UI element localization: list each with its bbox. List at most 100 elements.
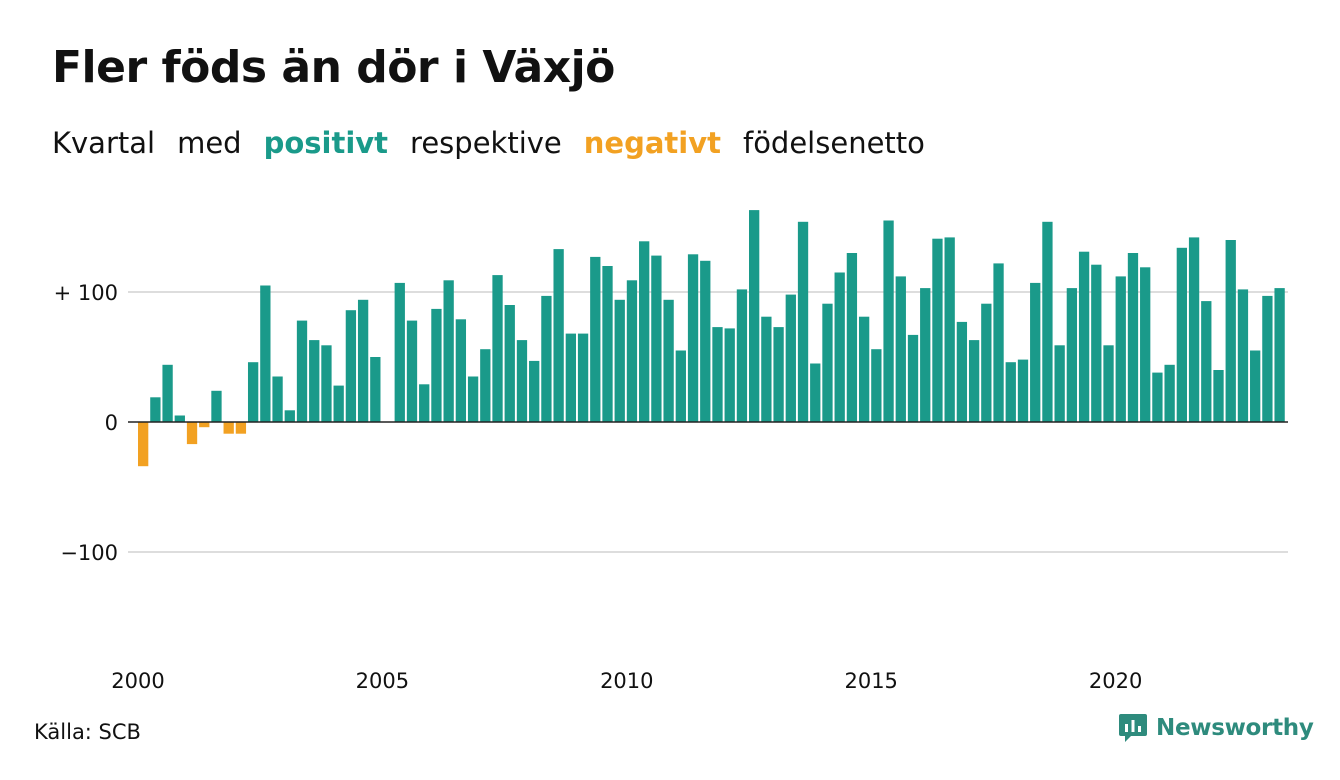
bar bbox=[639, 241, 650, 422]
bar bbox=[1115, 276, 1126, 422]
bar bbox=[309, 340, 320, 422]
bar bbox=[1042, 221, 1053, 422]
bar bbox=[504, 305, 515, 422]
chart-title: Fler föds än dör i Växjö bbox=[52, 42, 615, 93]
bar bbox=[516, 340, 528, 422]
bar bbox=[993, 263, 1004, 422]
bar bbox=[834, 272, 845, 422]
bar bbox=[1140, 267, 1151, 422]
bar bbox=[577, 333, 589, 422]
bar bbox=[761, 316, 772, 422]
bar bbox=[1005, 362, 1016, 422]
bar bbox=[1127, 253, 1139, 422]
bar bbox=[651, 255, 662, 422]
bar bbox=[284, 410, 295, 422]
bar bbox=[480, 349, 491, 422]
bar bbox=[321, 345, 332, 422]
bar bbox=[492, 275, 503, 422]
bar bbox=[920, 288, 931, 422]
bar bbox=[626, 280, 638, 422]
bar bbox=[199, 422, 210, 428]
bar bbox=[846, 253, 858, 422]
bar bbox=[162, 364, 173, 422]
bar bbox=[406, 320, 418, 422]
y-tick-label: −100 bbox=[60, 541, 118, 565]
bar bbox=[1188, 237, 1200, 422]
bar bbox=[675, 350, 686, 422]
bar bbox=[1017, 359, 1029, 422]
bar bbox=[443, 280, 454, 422]
bar bbox=[223, 422, 234, 434]
bar bbox=[981, 303, 992, 422]
y-tick-label: + 100 bbox=[54, 281, 118, 305]
bar bbox=[247, 362, 259, 422]
bar bbox=[1274, 288, 1285, 422]
subtitle-text-with: med bbox=[177, 126, 242, 160]
bar bbox=[1103, 345, 1114, 422]
bar bbox=[1225, 240, 1236, 422]
bar-chart: + 100 0 −100 2000 2005 2010 2015 2020 bbox=[54, 210, 1288, 693]
subtitle-positive-word: positivt bbox=[263, 126, 389, 160]
bar bbox=[1237, 289, 1249, 422]
bar bbox=[565, 333, 576, 422]
bar bbox=[614, 299, 625, 422]
bar bbox=[370, 357, 381, 422]
bar bbox=[1213, 370, 1224, 422]
bar bbox=[858, 316, 870, 422]
bar bbox=[895, 276, 906, 422]
bar bbox=[174, 415, 185, 422]
bar bbox=[529, 360, 540, 422]
bar bbox=[822, 303, 833, 422]
bar bbox=[357, 299, 369, 422]
bar bbox=[467, 376, 479, 422]
bar bbox=[1030, 282, 1041, 422]
subtitle-text-respectively: respektive bbox=[410, 126, 562, 160]
source-note: Källa: SCB bbox=[34, 720, 141, 744]
bar bbox=[1164, 364, 1175, 422]
chart-subtitle: Kvartal med positivt respektive negativt föde… bbox=[52, 126, 947, 160]
bar bbox=[138, 422, 149, 467]
bar bbox=[663, 299, 674, 422]
bar bbox=[1262, 295, 1273, 422]
bar bbox=[602, 266, 613, 422]
bar bbox=[968, 340, 980, 422]
bar bbox=[1152, 372, 1163, 422]
bar bbox=[260, 285, 271, 422]
bar bbox=[419, 384, 430, 422]
bar bbox=[1176, 247, 1187, 422]
subtitle-text-net-births: födelsenetto bbox=[742, 126, 925, 160]
bar bbox=[687, 254, 699, 422]
bar bbox=[186, 422, 198, 445]
x-tick-label: 2010 bbox=[600, 669, 653, 693]
x-tick-label: 2000 bbox=[111, 669, 164, 693]
bar bbox=[712, 327, 723, 422]
bar bbox=[1250, 350, 1261, 422]
bar bbox=[333, 385, 344, 422]
bar bbox=[932, 238, 943, 422]
bar bbox=[944, 237, 955, 422]
bar bbox=[272, 376, 283, 422]
bar bbox=[810, 363, 821, 422]
bar bbox=[590, 256, 601, 422]
bar bbox=[956, 321, 968, 422]
bar bbox=[296, 320, 308, 422]
bar bbox=[736, 289, 748, 422]
bar bbox=[211, 390, 222, 422]
subtitle-negative-word: negativt bbox=[583, 126, 721, 160]
y-tick-label: 0 bbox=[105, 411, 118, 435]
bar bbox=[455, 319, 467, 422]
bar bbox=[700, 260, 711, 422]
bar bbox=[749, 210, 760, 422]
bar bbox=[871, 349, 882, 422]
bar bbox=[1054, 345, 1065, 422]
bar bbox=[235, 422, 247, 434]
bar bbox=[1066, 288, 1078, 422]
x-tick-label: 2015 bbox=[844, 669, 897, 693]
bar bbox=[553, 249, 564, 422]
x-tick-label: 2005 bbox=[356, 669, 409, 693]
brand-logo[interactable]: Newsworthy bbox=[1118, 712, 1314, 744]
subtitle-text-quarter: Kvartal bbox=[52, 126, 156, 160]
chart-speech-bubble-icon bbox=[1119, 714, 1147, 742]
bar bbox=[907, 334, 919, 422]
bar bbox=[773, 327, 784, 422]
